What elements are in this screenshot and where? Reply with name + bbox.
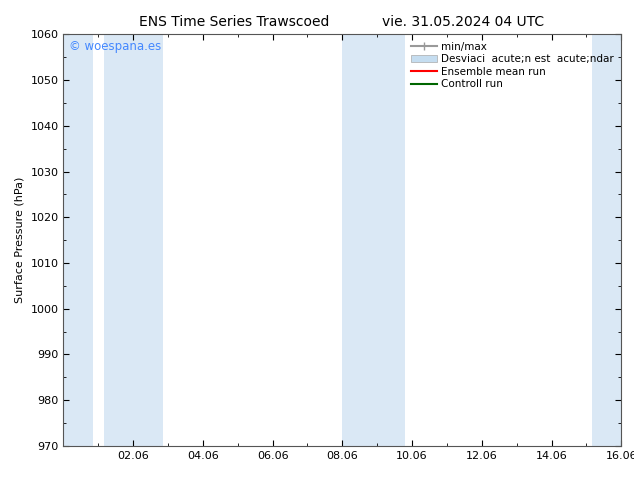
- Text: vie. 31.05.2024 04 UTC: vie. 31.05.2024 04 UTC: [382, 15, 544, 29]
- Legend: min/max, Desviaci  acute;n est  acute;ndar, Ensemble mean run, Controll run: min/max, Desviaci acute;n est acute;ndar…: [409, 40, 616, 92]
- Y-axis label: Surface Pressure (hPa): Surface Pressure (hPa): [15, 177, 25, 303]
- Text: © woespana.es: © woespana.es: [69, 41, 161, 53]
- Bar: [103, 34, 163, 446]
- Bar: [63, 34, 93, 446]
- Bar: [342, 34, 405, 446]
- Bar: [592, 34, 621, 446]
- Text: ENS Time Series Trawscoed: ENS Time Series Trawscoed: [139, 15, 330, 29]
